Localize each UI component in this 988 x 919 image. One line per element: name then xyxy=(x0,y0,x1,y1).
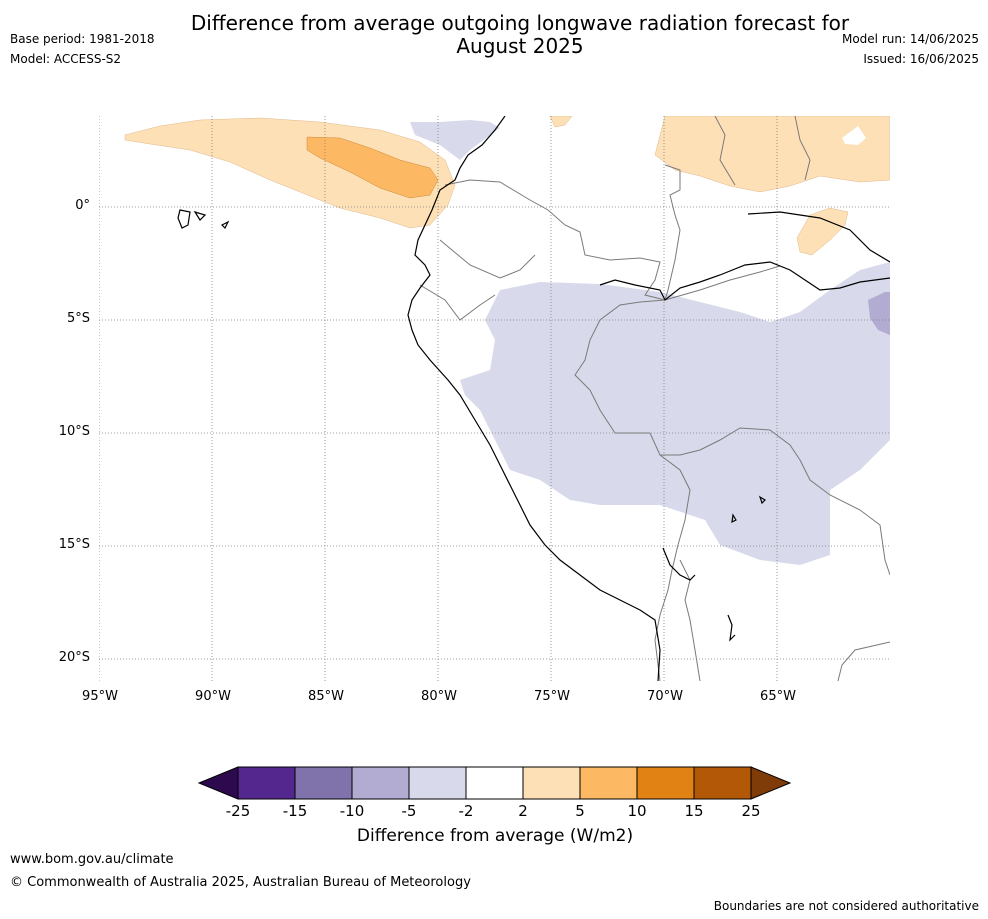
lat-label-15s: 15°S xyxy=(58,537,90,552)
lat-label-10s: 10°S xyxy=(58,424,90,439)
lon-label-80w: 80°W xyxy=(421,689,457,704)
colorbar-bin-9 xyxy=(693,766,752,800)
colorbar-bin-5 xyxy=(465,766,524,800)
colorbar-tick: -25 xyxy=(225,802,251,820)
colorbar-tick: 5 xyxy=(575,802,585,820)
lon-label-95w: 95°W xyxy=(82,689,118,704)
model-run-text: Model run: 14/06/2025 xyxy=(841,32,979,46)
footer-copyright: © Commonwealth of Australia 2025, Austra… xyxy=(10,875,471,890)
colorbar-bin-2 xyxy=(294,766,353,800)
lon-label-90w: 90°W xyxy=(195,689,231,704)
coastline xyxy=(177,116,890,681)
colorbar-tick: 10 xyxy=(627,802,647,820)
lat-label-20s: 20°S xyxy=(58,650,90,665)
meta-left: Base period: 1981-2018 Model: ACCESS-S2 xyxy=(10,32,155,72)
colorbar xyxy=(197,766,792,800)
colorbar-tick: 25 xyxy=(741,802,761,820)
colorbar-extend-low xyxy=(197,766,239,800)
anomaly-region-light-purple-north xyxy=(410,120,500,160)
colorbar-bin-8 xyxy=(636,766,695,800)
issued-text: Issued: 16/06/2025 xyxy=(863,52,979,66)
anomaly-region-light-orange-small xyxy=(796,207,849,256)
colorbar-bin-1 xyxy=(237,766,296,800)
white-hole xyxy=(842,126,866,145)
anomaly-region-light-orange-top xyxy=(549,116,573,128)
colorbar-tick: 15 xyxy=(684,802,704,820)
colorbar-label: Difference from average (W/m2) xyxy=(356,826,634,846)
colorbar-tick: -10 xyxy=(339,802,365,820)
colorbar-extend-high xyxy=(750,766,792,800)
country-borders xyxy=(419,116,890,681)
lon-label-65w: 65°W xyxy=(760,689,796,704)
lat-label-0: 0° xyxy=(75,198,90,213)
base-period-text: Base period: 1981-2018 xyxy=(10,32,155,46)
lon-label-85w: 85°W xyxy=(308,689,344,704)
gridlines xyxy=(99,116,890,681)
colorbar-bin-3 xyxy=(351,766,410,800)
lat-label-5s: 5°S xyxy=(66,311,90,326)
anomaly-region-light-purple xyxy=(460,262,890,565)
anomaly-region-mid-purple xyxy=(868,292,890,335)
title-line-2: August 2025 xyxy=(456,34,584,58)
model-text: Model: ACCESS-S2 xyxy=(10,52,122,66)
footer-url: www.bom.gov.au/climate xyxy=(10,852,174,867)
meta-right: Model run: 14/06/2025 Issued: 16/06/2025 xyxy=(842,32,979,72)
colorbar-tick: 2 xyxy=(518,802,528,820)
lon-label-70w: 70°W xyxy=(647,689,683,704)
chart-title: Difference from average outgoing longwav… xyxy=(160,12,880,58)
anomaly-region-light-orange-west xyxy=(124,117,456,229)
lon-label-75w: 75°W xyxy=(534,689,570,704)
title-line-1: Difference from average outgoing longwav… xyxy=(190,11,850,35)
anomaly-region-mid-orange xyxy=(306,136,439,199)
anomaly-region-light-orange-ne xyxy=(654,116,890,193)
colorbar-tick: -2 xyxy=(458,802,474,820)
colorbar-bin-6 xyxy=(522,766,581,800)
colorbar-tick: -15 xyxy=(282,802,308,820)
colorbar-bin-4 xyxy=(408,766,467,800)
colorbar-tick: -5 xyxy=(401,802,417,820)
footer-note: Boundaries are not considered authoritat… xyxy=(713,899,979,913)
colorbar-bin-7 xyxy=(579,766,638,800)
map-area xyxy=(99,116,890,681)
